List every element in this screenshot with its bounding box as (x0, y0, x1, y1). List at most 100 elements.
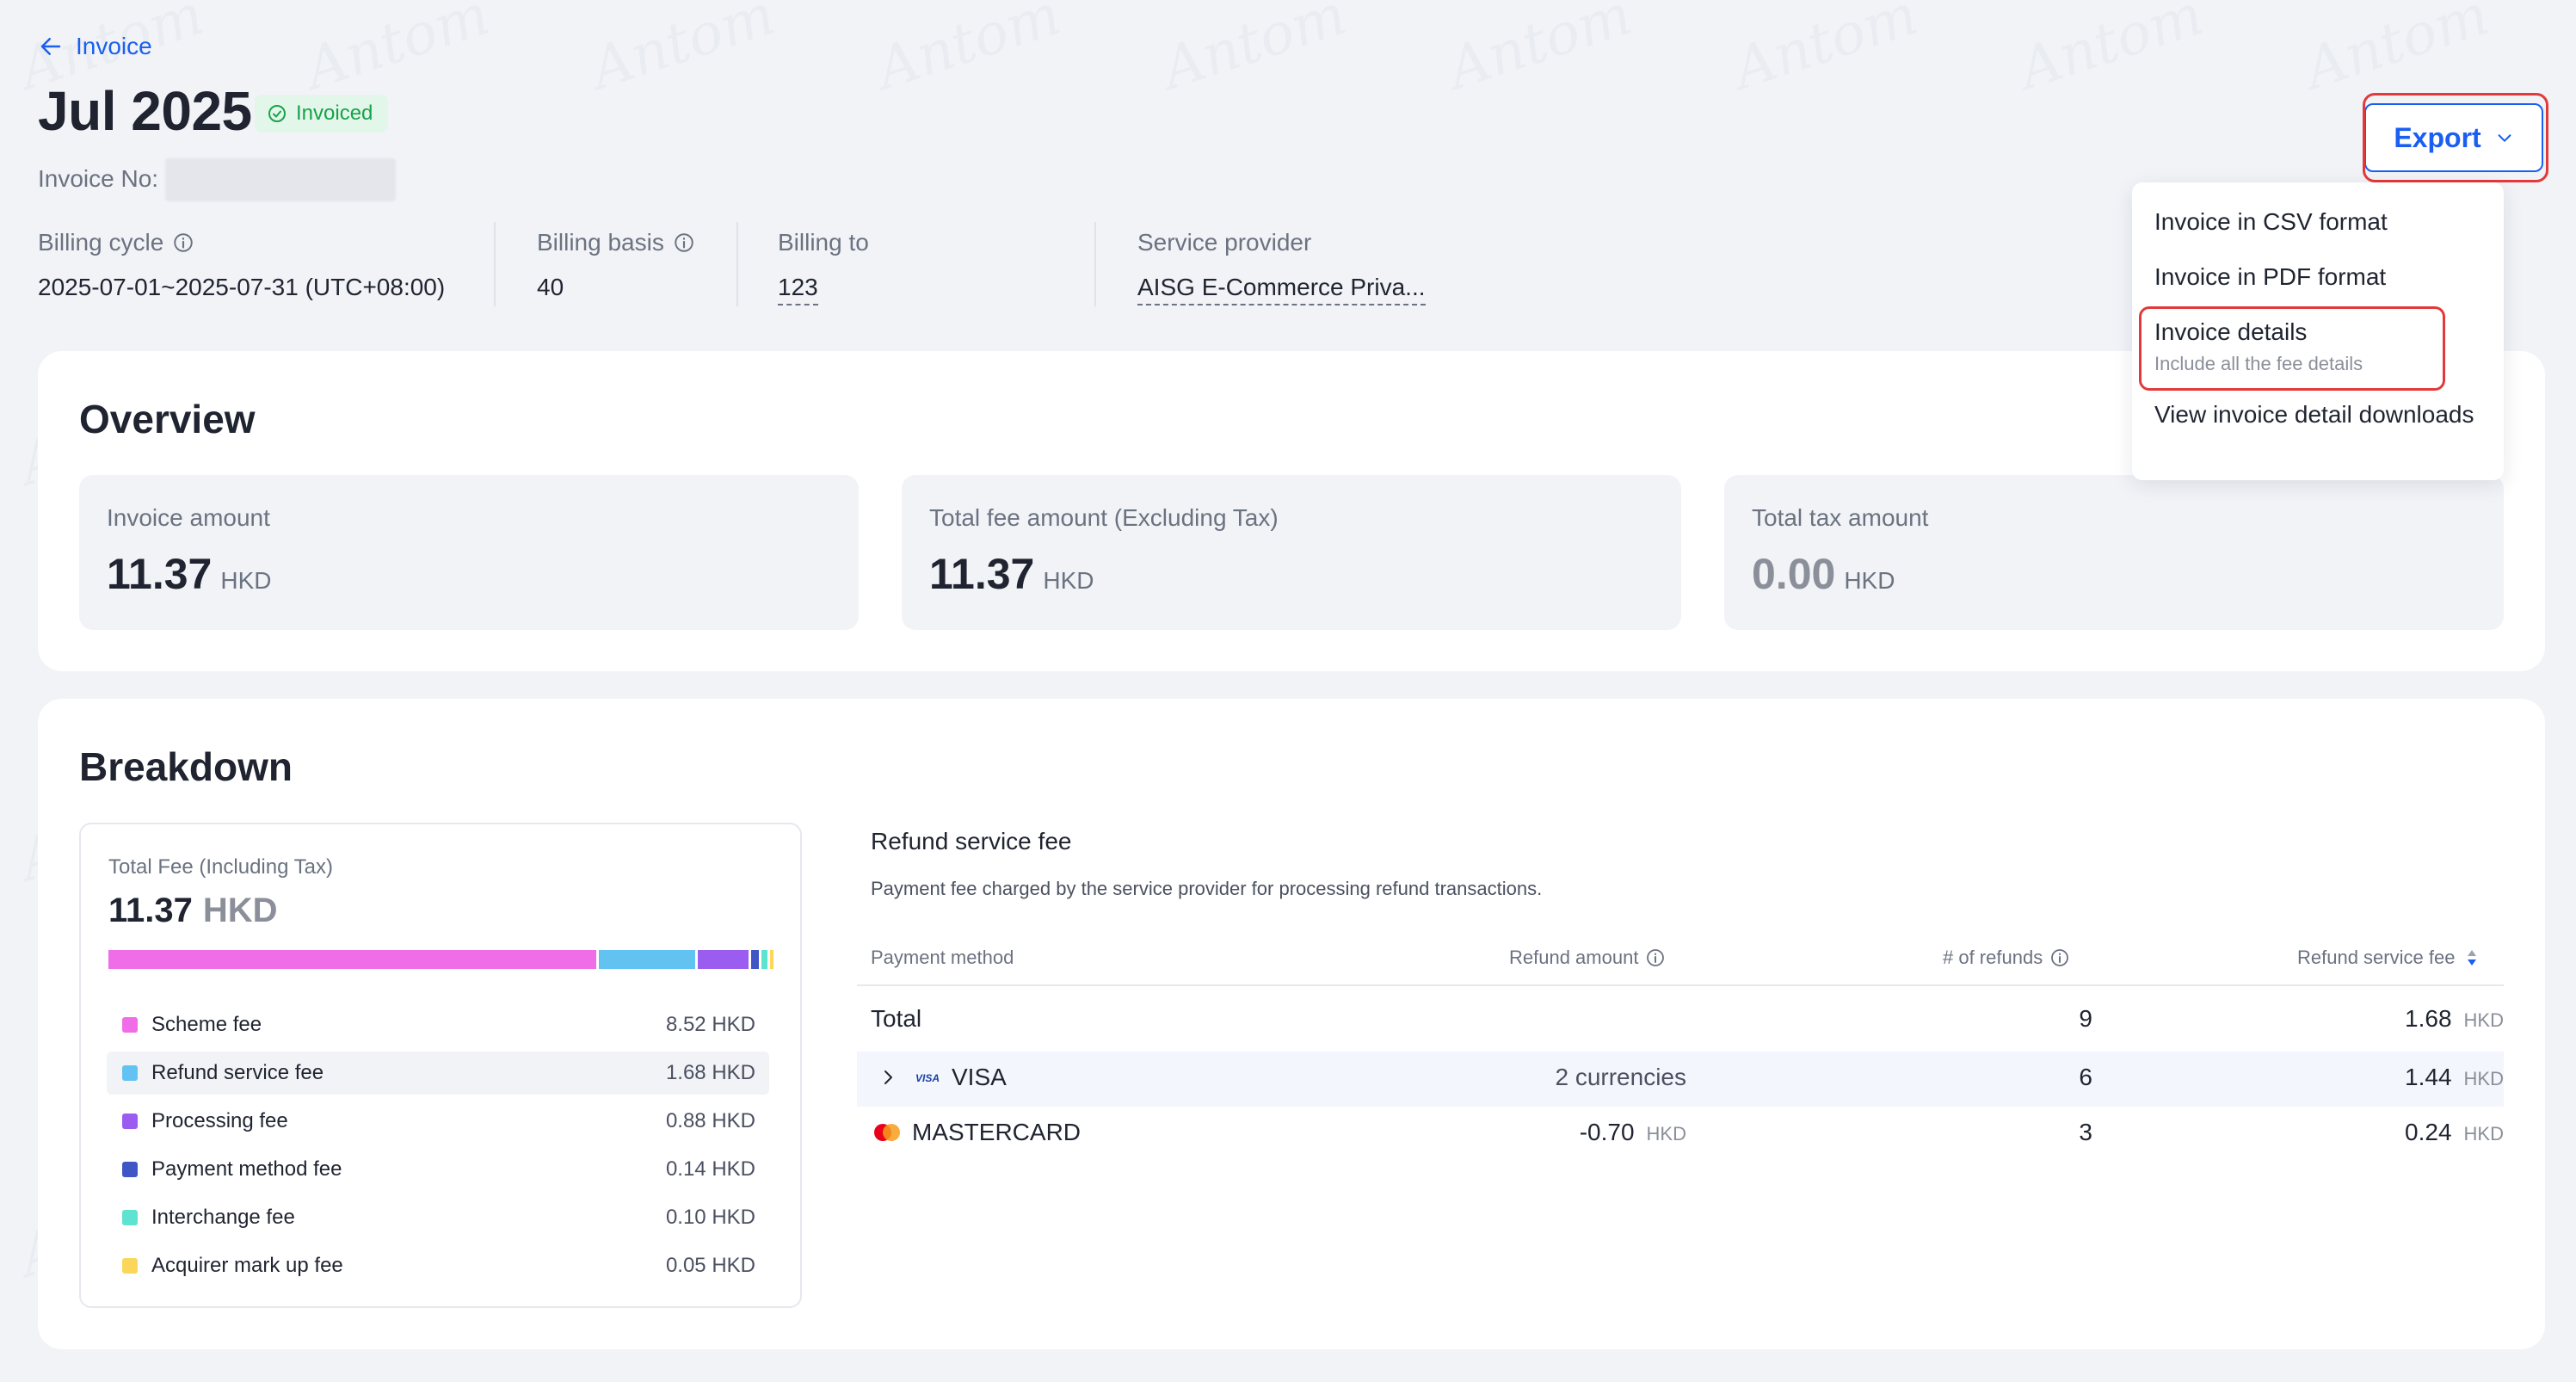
fee-name: Scheme fee (151, 1013, 262, 1036)
refund-fee-description: Payment fee charged by the service provi… (871, 878, 1543, 899)
export-button-label: Export (2394, 121, 2481, 153)
breakdown-title: Breakdown (79, 744, 293, 789)
legend-swatch (122, 1065, 138, 1081)
watermark-text: Antom (2296, 0, 2497, 102)
meta-value: 2025-07-01~2025-07-31 (UTC+08:00) (38, 274, 446, 300)
col-refund-amount: Refund amount (1509, 947, 1666, 969)
billing-to-link[interactable]: 123 (778, 274, 818, 305)
col-payment-method: Payment method (871, 947, 1014, 968)
meta-billing-basis: Billing basis 40 (537, 229, 695, 301)
fee-row[interactable]: Interchange fee 0.10 HKD (107, 1196, 769, 1239)
meta-label: Billing cycle (38, 229, 164, 256)
fee-row[interactable]: Scheme fee 8.52 HKD (107, 1003, 769, 1046)
divider (1094, 222, 1096, 306)
metric-value: 0.00 HKD (1752, 550, 1895, 598)
info-icon[interactable] (2049, 947, 2070, 968)
info-icon[interactable] (172, 231, 194, 254)
row-mastercard-method: MASTERCARD (912, 1119, 1082, 1145)
meta-label: Service provider (1137, 229, 1312, 256)
fee-amount: 0.14 HKD (665, 1157, 755, 1181)
mastercard-logo-icon (874, 1124, 900, 1141)
metric-value: 11.37 HKD (107, 550, 272, 598)
check-circle-icon (268, 105, 286, 122)
fee-amount: 8.52 HKD (665, 1013, 755, 1036)
menu-item-view-downloads[interactable]: View invoice detail downloads (2154, 401, 2474, 428)
table-divider (857, 984, 2504, 986)
fee-bar-segment[interactable] (750, 950, 759, 969)
fee-bar-segment[interactable] (599, 950, 696, 969)
fee-name: Processing fee (151, 1109, 288, 1132)
divider (494, 222, 496, 306)
fee-row[interactable]: Refund service fee 1.68 HKD (107, 1052, 769, 1095)
info-icon[interactable] (1645, 947, 1666, 968)
row-mastercard-amount: -0.70 HKD (1579, 1119, 1686, 1145)
meta-label: Billing to (778, 229, 869, 256)
legend-swatch (122, 1258, 138, 1274)
metric-label: Total tax amount (1752, 504, 1929, 531)
watermark-text: Antom (868, 0, 1069, 102)
total-fee-value: 11.37 HKD (108, 892, 278, 929)
fee-bar-segment[interactable] (769, 950, 773, 969)
service-provider-link[interactable]: AISG E-Commerce Priva... (1137, 274, 1426, 305)
fee-row[interactable]: Acquirer mark up fee 0.05 HKD (107, 1244, 769, 1287)
metric-total-tax: Total tax amount 0.00 HKD (1724, 475, 2504, 630)
status-badge: Invoiced (255, 95, 389, 133)
menu-item-csv[interactable]: Invoice in CSV format (2154, 208, 2388, 235)
fee-row[interactable]: Processing fee 0.88 HKD (107, 1100, 769, 1143)
metric-label: Invoice amount (107, 504, 270, 531)
chevron-down-icon (2498, 134, 2511, 142)
invoice-no-redacted (165, 158, 396, 201)
fee-amount: 0.10 HKD (665, 1206, 755, 1229)
meta-service-provider: Service provider AISG E-Commerce Priva..… (1137, 229, 1426, 305)
status-badge-label: Invoiced (296, 102, 373, 125)
fee-summary-panel: Total Fee (Including Tax) 11.37 HKD Schem… (79, 823, 802, 1308)
menu-item-invoice-details[interactable]: Invoice details (2154, 318, 2308, 345)
meta-value: 40 (537, 274, 564, 300)
invoice-no-label: Invoice No: (38, 165, 159, 192)
watermark-text: Antom (1154, 0, 1354, 102)
col-number-of-refunds: # of refunds (1943, 947, 2070, 969)
table-row-visa[interactable] (857, 1052, 2504, 1107)
col-refund-service-fee[interactable]: Refund service fee (2297, 947, 2482, 969)
total-fee-label: Total Fee (Including Tax) (108, 855, 334, 879)
back-link[interactable]: Invoice (38, 33, 152, 60)
watermark-text: Antom (1725, 0, 1926, 102)
meta-label: Billing basis (537, 229, 664, 256)
chevron-right-icon[interactable] (878, 1067, 898, 1088)
legend-swatch (122, 1017, 138, 1033)
fee-bar-segment[interactable] (108, 950, 597, 969)
fee-bar-segment[interactable] (761, 950, 767, 969)
row-visa-refunds: 6 (2079, 1064, 2092, 1090)
fee-bar-segment[interactable] (698, 950, 749, 969)
row-total-method: Total (871, 1005, 922, 1032)
overview-title: Overview (79, 397, 256, 441)
fee-amount: 1.68 HKD (665, 1061, 755, 1084)
export-menu: Invoice in CSV format Invoice in PDF for… (2132, 182, 2504, 480)
row-visa-fee: 1.44 HKD (2405, 1064, 2504, 1090)
visa-logo-icon: VISA (915, 1072, 940, 1084)
sort-icon[interactable] (2462, 947, 2482, 968)
info-icon[interactable] (673, 231, 695, 254)
export-button[interactable]: Export (2364, 103, 2543, 172)
menu-item-pdf[interactable]: Invoice in PDF format (2154, 263, 2387, 290)
row-mastercard-fee: 0.24 HKD (2405, 1119, 2504, 1145)
metric-value: 11.37 HKD (929, 550, 1094, 598)
metric-invoice-amount: Invoice amount 11.37 HKD (79, 475, 859, 630)
fee-name: Payment method fee (151, 1157, 342, 1181)
fee-amount: 0.05 HKD (665, 1254, 755, 1277)
legend-swatch (122, 1210, 138, 1225)
watermark-text: Antom (297, 0, 497, 102)
metric-label: Total fee amount (Excluding Tax) (929, 504, 1279, 531)
page-title: Jul 2025 (38, 80, 252, 142)
refund-fee-title: Refund service fee (871, 828, 1072, 854)
fee-row[interactable]: Payment method fee 0.14 HKD (107, 1148, 769, 1191)
watermark-text: Antom (2011, 0, 2211, 102)
arrow-left-icon (40, 38, 61, 55)
fee-name: Acquirer mark up fee (151, 1254, 343, 1277)
meta-billing-cycle: Billing cycle 2025-07-01~2025-07-31 (UTC… (38, 229, 445, 301)
overview-card: Overview Invoice amount 11.37 HKD Total f… (38, 351, 2545, 671)
fee-name: Interchange fee (151, 1206, 295, 1229)
row-total-refunds: 9 (2079, 1005, 2092, 1032)
menu-item-invoice-details-sub: Include all the fee details (2154, 353, 2363, 374)
divider (736, 222, 738, 306)
